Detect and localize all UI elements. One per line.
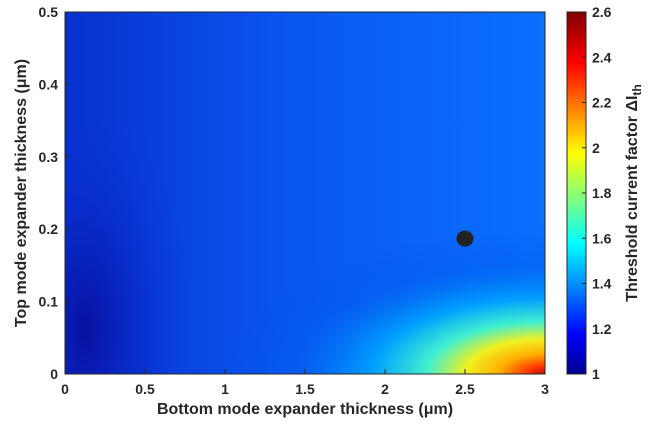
- colorbar-tick-label: 1: [592, 366, 600, 382]
- colorbar-tick-label: 2.6: [592, 4, 612, 20]
- y-tick-label: 0.4: [39, 76, 59, 92]
- colorbar-tick-label: 2: [592, 140, 600, 156]
- colorbar-tick-label: 1.2: [592, 321, 612, 337]
- x-tick-label: 2.5: [455, 381, 475, 397]
- x-tick-label: 0: [61, 381, 69, 397]
- x-tick-label: 0.5: [135, 381, 155, 397]
- colorbar-label-main: Threshold current factor ΔI: [624, 96, 641, 302]
- heatmap-surface: [65, 12, 545, 374]
- y-tick-label: 0.1: [39, 294, 59, 310]
- data-point-marker: [456, 230, 474, 247]
- x-tick-label: 1: [221, 381, 229, 397]
- y-tick-label: 0.3: [39, 149, 59, 165]
- colorbar-tick-label: 1.4: [592, 276, 612, 292]
- x-axis-ticks: 0 0.5 1 1.5 2 2.5 3: [61, 369, 549, 397]
- colorbar-tick-label: 1.6: [592, 230, 612, 246]
- y-tick-label: 0.5: [39, 4, 59, 20]
- x-tick-label: 2: [381, 381, 389, 397]
- colorbar-tick-label: 1.8: [592, 185, 612, 201]
- x-tick-label: 1.5: [295, 381, 315, 397]
- colorbar-ticks: 1 1.2 1.4 1.6 1.8 2 2.2 2.4 2.6: [582, 4, 612, 382]
- colorbar-label: Threshold current factor ΔIth: [624, 84, 644, 302]
- x-axis-label: Bottom mode expander thickness (μm): [157, 401, 453, 418]
- colorbar-tick-label: 2.2: [592, 95, 612, 111]
- y-tick-label: 0.2: [39, 221, 59, 237]
- y-axis-label: Top mode expander thickness (μm): [13, 59, 30, 327]
- colorbar-label-subscript: th: [630, 84, 644, 95]
- x-tick-label: 3: [541, 381, 549, 397]
- y-tick-label: 0: [50, 366, 58, 382]
- y-axis-ticks: 0 0.1 0.2 0.3 0.4 0.5: [39, 4, 70, 382]
- colorbar-tick-label: 2.4: [592, 49, 612, 65]
